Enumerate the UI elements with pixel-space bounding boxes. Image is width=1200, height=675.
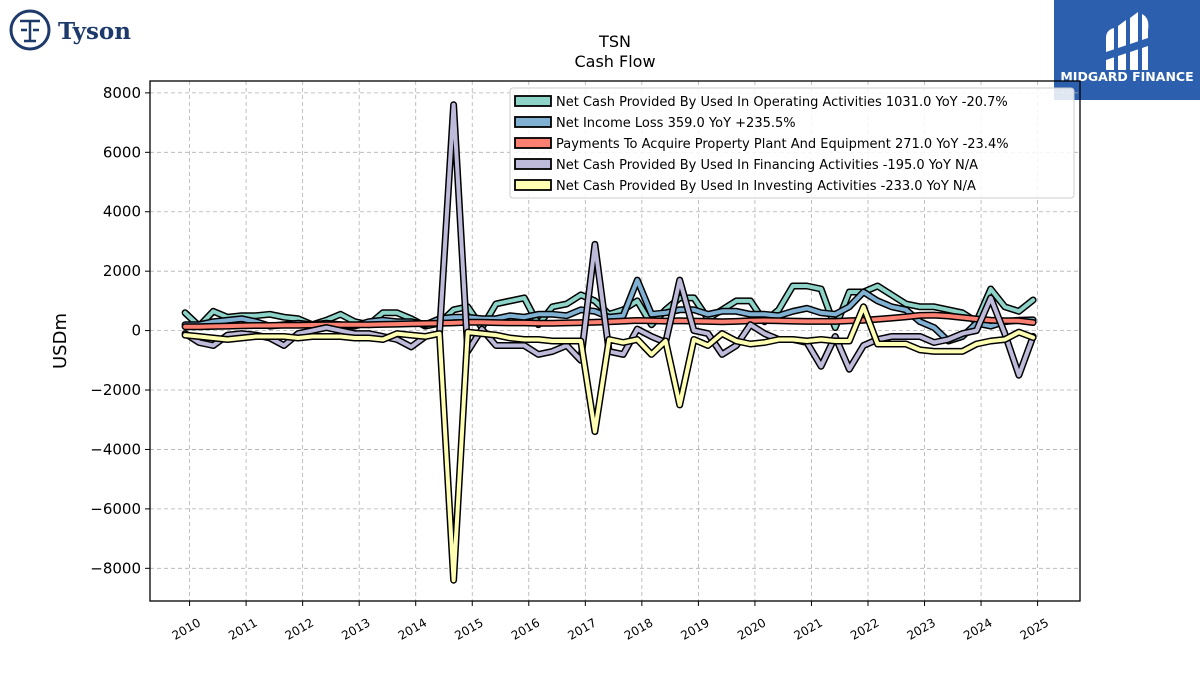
legend-entry: Net Cash Provided By Used In Financing A… [556, 158, 978, 173]
x-tick-label: 2016 [509, 615, 542, 642]
x-tick-label: 2018 [622, 615, 655, 642]
x-tick-label: 2025 [1018, 615, 1051, 642]
legend-box [509, 87, 1075, 199]
legend-entry: Payments To Acquire Property Plant And E… [556, 137, 1009, 152]
y-tick-label: 8000 [103, 84, 141, 102]
legend-entry: Net Cash Provided By Used In Operating A… [556, 95, 1008, 110]
x-tick-label: 2011 [226, 615, 259, 642]
legend-swatch [514, 95, 552, 107]
chart-title: TSN [598, 32, 631, 51]
x-tick-label: 2010 [170, 615, 203, 642]
tyson-logo-wordmark: Tyson [58, 18, 131, 45]
x-tick-label: 2012 [283, 615, 316, 642]
y-tick-label: −6000 [90, 500, 141, 518]
legend-swatch [514, 116, 552, 128]
tyson-logo-emblem [9, 9, 51, 51]
midgard-finance-logo: MIDGARD FINANCE [1054, 0, 1200, 100]
series-line-5 [181, 303, 1037, 584]
x-tick-label: 2019 [678, 615, 711, 642]
x-tick-label: 2017 [565, 615, 598, 642]
x-tick-label: 2021 [792, 615, 825, 642]
y-tick-label: −2000 [90, 381, 141, 399]
legend-swatch [514, 137, 552, 149]
tyson-logo-t-glyph [20, 19, 40, 43]
series-lines [181, 101, 1037, 584]
y-tick-label: −4000 [90, 440, 141, 458]
legend-entry: Net Income Loss 359.0 YoY +235.5% [556, 116, 796, 131]
x-tick-label: 2015 [452, 615, 485, 642]
y-tick-label: 4000 [103, 203, 141, 221]
x-tick-label: 2024 [961, 615, 994, 642]
legend-swatch [514, 158, 552, 170]
legend-entry: Net Cash Provided By Used In Investing A… [556, 179, 976, 194]
legend: Net Cash Provided By Used In Operating A… [509, 87, 1075, 199]
x-tick-label: 2020 [735, 615, 768, 642]
tyson-logo: Tyson [9, 9, 131, 51]
y-tick-label: 2000 [103, 262, 141, 280]
y-tick-label: −8000 [90, 559, 141, 577]
x-tick-label: 2023 [905, 615, 938, 642]
midgard-logo-mark [1106, 12, 1149, 70]
x-tick-label: 2013 [339, 615, 372, 642]
y-tick-label: 0 [131, 322, 141, 340]
plot-frame [149, 80, 1081, 602]
y-axis-label: USDm [50, 313, 71, 369]
y-tick-label: 6000 [103, 143, 141, 161]
x-tick-label: 2022 [848, 615, 881, 642]
series-stroke [183, 304, 1036, 583]
x-tick-label: 2014 [396, 615, 429, 642]
legend-swatch [514, 179, 552, 191]
midgard-logo-wordmark: MIDGARD FINANCE [1060, 69, 1193, 84]
chart-subtitle: Cash Flow [574, 52, 655, 71]
